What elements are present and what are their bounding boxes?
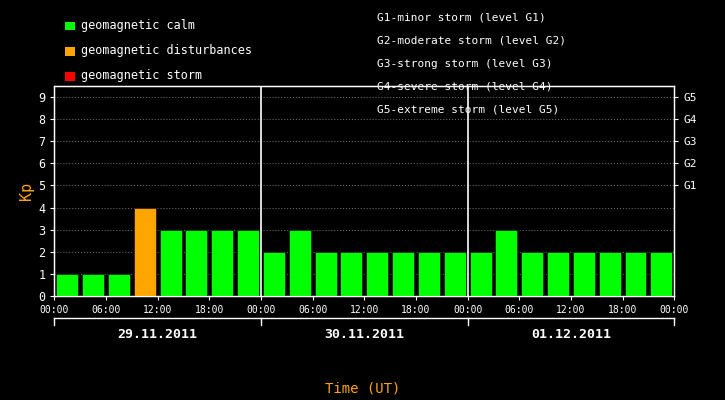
Bar: [160, 230, 181, 296]
Bar: [650, 252, 672, 296]
Text: geomagnetic disturbances: geomagnetic disturbances: [80, 44, 252, 57]
Bar: [366, 252, 388, 296]
Text: G2-moderate storm (level G2): G2-moderate storm (level G2): [377, 36, 566, 46]
Bar: [211, 230, 233, 296]
Bar: [418, 252, 440, 296]
Bar: [521, 252, 543, 296]
Text: geomagnetic storm: geomagnetic storm: [80, 70, 202, 82]
Bar: [470, 252, 492, 296]
Text: G3-strong storm (level G3): G3-strong storm (level G3): [377, 59, 552, 69]
Text: 01.12.2011: 01.12.2011: [531, 328, 611, 341]
Text: Time (UT): Time (UT): [325, 382, 400, 396]
Text: geomagnetic calm: geomagnetic calm: [80, 19, 194, 32]
Text: 29.11.2011: 29.11.2011: [117, 328, 198, 341]
Bar: [392, 252, 414, 296]
Bar: [495, 230, 518, 296]
Bar: [57, 274, 78, 296]
Bar: [289, 230, 311, 296]
Bar: [573, 252, 594, 296]
Bar: [237, 230, 259, 296]
Bar: [186, 230, 207, 296]
Bar: [599, 252, 621, 296]
Bar: [82, 274, 104, 296]
Bar: [624, 252, 647, 296]
Bar: [108, 274, 130, 296]
Text: G4-severe storm (level G4): G4-severe storm (level G4): [377, 82, 552, 92]
Bar: [315, 252, 336, 296]
Bar: [341, 252, 362, 296]
Text: G1-minor storm (level G1): G1-minor storm (level G1): [377, 13, 546, 23]
Text: 30.11.2011: 30.11.2011: [324, 328, 405, 341]
Y-axis label: Kp: Kp: [19, 182, 34, 200]
Bar: [134, 208, 156, 296]
Bar: [263, 252, 285, 296]
Bar: [547, 252, 569, 296]
Text: G5-extreme storm (level G5): G5-extreme storm (level G5): [377, 104, 559, 114]
Bar: [444, 252, 465, 296]
